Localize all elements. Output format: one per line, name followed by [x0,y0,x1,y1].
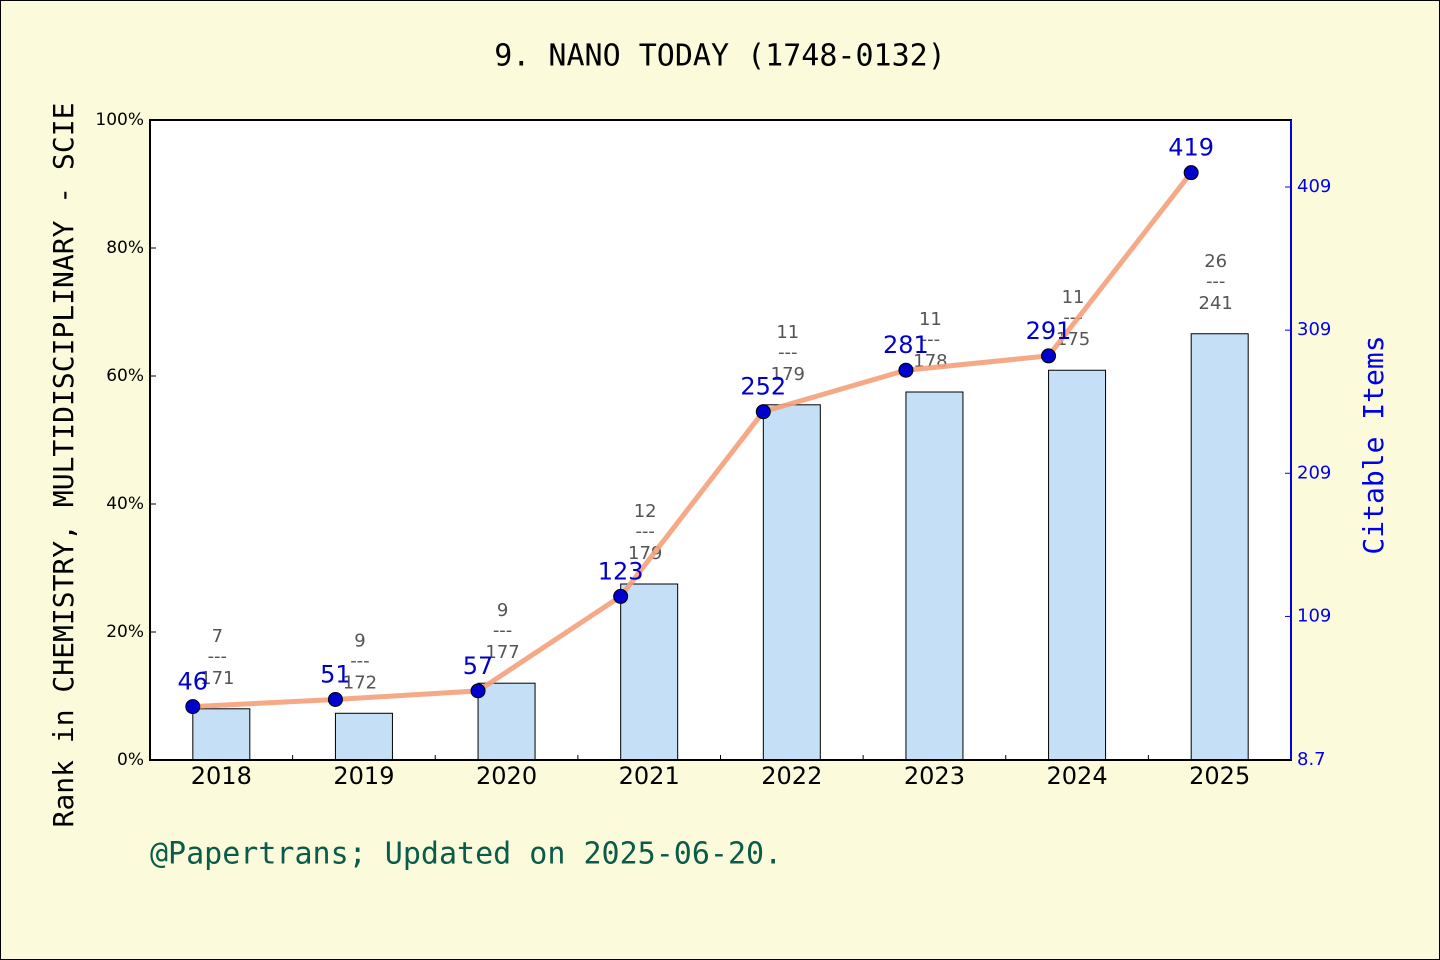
bar [477,682,536,761]
rank-label: 11 [1062,287,1085,308]
rank-separator: --- [493,620,513,641]
y2-axis-label: Citable Items [1357,335,1390,554]
point [613,588,629,604]
rank-label: 9 [497,600,508,621]
line [192,171,1194,710]
point [470,683,486,699]
point-label: 57 [463,652,494,680]
y-tick-label: 0% [117,750,144,770]
rank-separator: --- [1206,271,1226,292]
x-tick-label: 2021 [619,762,680,790]
y2-tick-label: 409 [1297,176,1331,197]
rank-label: 11 [776,322,799,343]
y2-tick-label: 309 [1297,319,1331,340]
rank-total: 179 [771,364,805,385]
point-label: 123 [598,557,644,585]
x-tick-label: 2025 [1189,762,1250,790]
point-label: 252 [740,373,786,401]
bar [620,583,679,761]
bar [192,708,251,761]
rank-separator: --- [921,329,941,350]
point [898,362,914,378]
point-label: 419 [1168,134,1214,162]
chart-title: 9. NANO TODAY (1748-0132) [494,39,946,74]
y2-tick-label: 8.7 [1297,749,1326,770]
y-tick-label: 40% [106,494,144,514]
footer: @Papertrans; Updated on 2025-06-20. [150,837,782,872]
point [1041,348,1057,364]
y-tick-label: 20% [106,622,144,642]
y-tick-label: 80% [106,238,144,258]
y2-tick-label: 109 [1297,605,1331,626]
rank-label: 9 [354,630,365,651]
bar [905,391,964,761]
x-tick-label: 2024 [1047,762,1108,790]
rank-label: 26 [1204,251,1227,272]
x-tick-label: 2018 [191,762,252,790]
point [1183,165,1199,181]
point [755,404,771,420]
bar [1048,369,1107,761]
rank-separator: --- [1063,307,1083,328]
point-label: 51 [320,660,351,688]
x-tick-label: 2022 [761,762,822,790]
point-label: 281 [883,331,929,359]
bar [334,712,393,761]
rank-separator: --- [635,521,655,542]
rank-separator: --- [350,650,370,671]
rank-separator: --- [778,342,798,363]
y-tick-label: 100% [95,110,144,130]
y-tick-label: 60% [106,366,144,386]
rank-total: 172 [343,672,377,693]
rank-separator: --- [208,646,228,667]
rank-label: 7 [212,626,223,647]
point [185,699,201,715]
x-tick-label: 2023 [904,762,965,790]
x-tick-label: 2020 [476,762,537,790]
rank-label: 11 [919,309,942,330]
rank-total: 177 [485,642,519,663]
point-label: 46 [178,668,209,696]
y-axis-label: Rank in CHEMISTRY, MULTIDISCIPLINARY - S… [47,103,80,828]
point-label: 291 [1026,317,1072,345]
bar [1190,333,1249,761]
bar [762,404,821,761]
y2-tick-label: 209 [1297,462,1331,483]
rank-total: 171 [200,668,234,689]
x-tick-label: 2019 [333,762,394,790]
rank-label: 12 [634,501,657,522]
rank-total: 241 [1199,293,1233,314]
rank-total: 179 [628,543,662,564]
point [327,691,343,707]
